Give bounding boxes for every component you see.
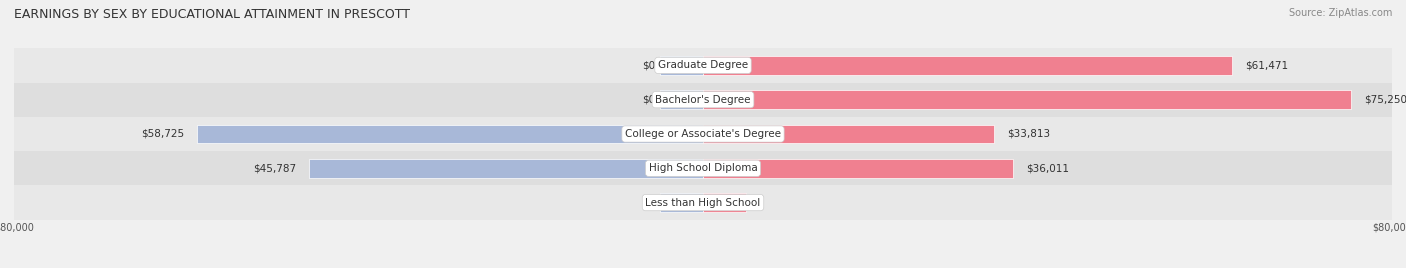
- Text: High School Diploma: High School Diploma: [648, 163, 758, 173]
- FancyBboxPatch shape: [659, 90, 703, 109]
- Text: $75,250: $75,250: [1364, 95, 1406, 105]
- Text: Less than High School: Less than High School: [645, 198, 761, 208]
- Text: Source: ZipAtlas.com: Source: ZipAtlas.com: [1288, 8, 1392, 18]
- Text: $0: $0: [751, 198, 763, 208]
- Text: College or Associate's Degree: College or Associate's Degree: [626, 129, 780, 139]
- FancyBboxPatch shape: [659, 193, 703, 212]
- Text: $36,011: $36,011: [1026, 163, 1069, 173]
- Text: $33,813: $33,813: [1007, 129, 1050, 139]
- Text: Bachelor's Degree: Bachelor's Degree: [655, 95, 751, 105]
- Text: $0: $0: [643, 95, 655, 105]
- FancyBboxPatch shape: [14, 117, 1392, 151]
- Text: Graduate Degree: Graduate Degree: [658, 60, 748, 70]
- FancyBboxPatch shape: [703, 193, 747, 212]
- FancyBboxPatch shape: [14, 185, 1392, 220]
- FancyBboxPatch shape: [197, 125, 703, 143]
- Text: $0: $0: [643, 60, 655, 70]
- FancyBboxPatch shape: [703, 56, 1233, 75]
- Text: $45,787: $45,787: [253, 163, 295, 173]
- Text: $61,471: $61,471: [1246, 60, 1288, 70]
- FancyBboxPatch shape: [14, 48, 1392, 83]
- Text: $0: $0: [643, 198, 655, 208]
- FancyBboxPatch shape: [703, 159, 1014, 178]
- Text: $58,725: $58,725: [141, 129, 184, 139]
- FancyBboxPatch shape: [14, 151, 1392, 185]
- FancyBboxPatch shape: [659, 56, 703, 75]
- FancyBboxPatch shape: [309, 159, 703, 178]
- FancyBboxPatch shape: [703, 90, 1351, 109]
- Text: EARNINGS BY SEX BY EDUCATIONAL ATTAINMENT IN PRESCOTT: EARNINGS BY SEX BY EDUCATIONAL ATTAINMEN…: [14, 8, 411, 21]
- FancyBboxPatch shape: [703, 125, 994, 143]
- FancyBboxPatch shape: [14, 83, 1392, 117]
